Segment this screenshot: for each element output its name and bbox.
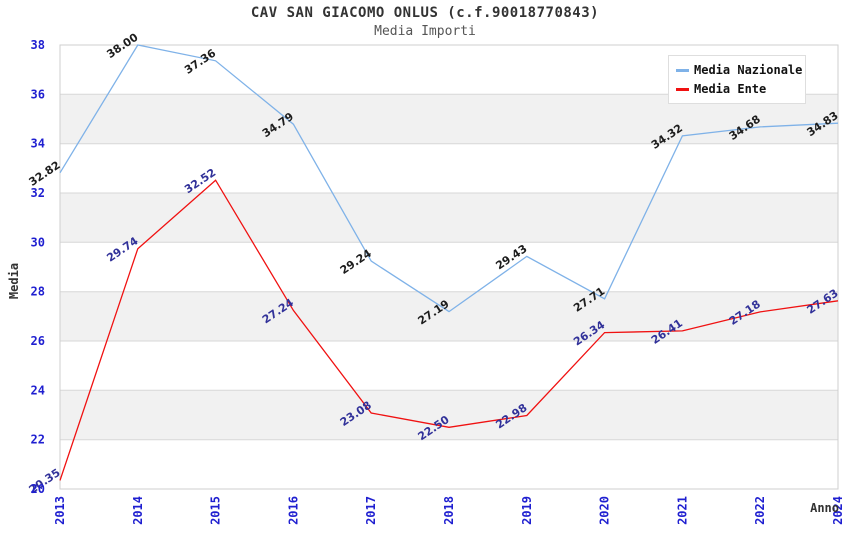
value-label: 32.82 bbox=[27, 159, 63, 189]
legend-item-media-nazionale: Media Nazionale bbox=[676, 63, 805, 77]
plot-band bbox=[60, 193, 838, 243]
y-tick-label: 38 bbox=[31, 38, 45, 52]
x-tick-label: 2018 bbox=[442, 496, 456, 525]
x-tick-label: 2013 bbox=[53, 496, 67, 525]
value-label: 29.24 bbox=[338, 247, 374, 277]
plot-border bbox=[59, 44, 839, 490]
y-tick-label: 26 bbox=[31, 334, 45, 348]
plot-band bbox=[60, 390, 838, 440]
x-tick-label: 2020 bbox=[598, 496, 612, 525]
legend-label: Media Nazionale bbox=[694, 63, 803, 77]
value-label: 38.00 bbox=[104, 31, 140, 61]
y-axis-title: Media bbox=[7, 263, 21, 299]
y-tick-label: 22 bbox=[31, 433, 45, 447]
y-tick-label: 34 bbox=[31, 137, 45, 151]
x-tick-label: 2024 bbox=[831, 496, 845, 525]
legend-line-swatch-icon bbox=[676, 87, 689, 91]
y-tick-label: 24 bbox=[31, 383, 45, 397]
legend-label: Media Ente bbox=[694, 82, 767, 96]
x-tick-label: 2014 bbox=[131, 496, 145, 525]
series-line-1 bbox=[59, 179, 839, 481]
y-tick-label: 30 bbox=[31, 235, 45, 249]
chart-title: CAV SAN GIACOMO ONLUS (c.f.90018770843) bbox=[250, 5, 600, 21]
x-tick-label: 2022 bbox=[753, 496, 767, 525]
plot-band bbox=[60, 291, 838, 341]
series-line-0 bbox=[59, 44, 839, 313]
legend-line-swatch-icon bbox=[676, 68, 689, 72]
x-tick-label: 2021 bbox=[675, 496, 689, 525]
y-tick-label: 28 bbox=[31, 285, 45, 299]
x-tick-label: 2016 bbox=[286, 496, 300, 525]
y-tick-label: 32 bbox=[31, 186, 45, 200]
x-tick-label: 2017 bbox=[364, 496, 378, 525]
value-label: 37.36 bbox=[182, 46, 218, 76]
legend: Media Nazionale Media Ente bbox=[668, 55, 806, 104]
chart-subtitle: Media Importi bbox=[374, 24, 476, 39]
y-tick-label: 20 bbox=[31, 482, 45, 496]
y-tick-label: 36 bbox=[31, 87, 45, 101]
value-label: 32.52 bbox=[182, 166, 218, 196]
legend-item-media-ente: Media Ente bbox=[676, 82, 805, 96]
x-axis-title: Anno bbox=[810, 501, 839, 515]
x-tick-label: 2019 bbox=[520, 496, 534, 525]
x-tick-label: 2015 bbox=[209, 496, 223, 525]
